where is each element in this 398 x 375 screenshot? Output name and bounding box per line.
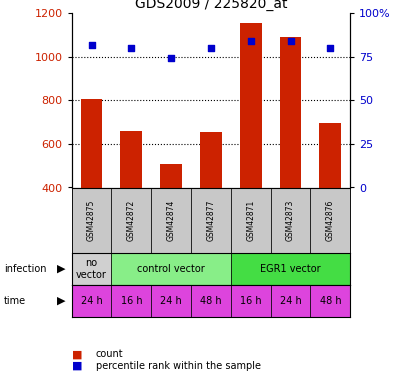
Text: GSM42873: GSM42873 xyxy=(286,200,295,241)
Text: count: count xyxy=(96,349,123,359)
Bar xyxy=(120,131,142,188)
Text: 24 h: 24 h xyxy=(280,296,301,306)
Text: no
vector: no vector xyxy=(76,258,107,280)
Text: percentile rank within the sample: percentile rank within the sample xyxy=(96,361,261,371)
Bar xyxy=(111,253,231,285)
Bar xyxy=(151,188,191,253)
Text: ▶: ▶ xyxy=(57,296,66,306)
Text: ■: ■ xyxy=(72,349,82,359)
Point xyxy=(287,38,294,44)
Bar xyxy=(160,164,182,188)
Text: 48 h: 48 h xyxy=(320,296,341,306)
Text: GSM42877: GSM42877 xyxy=(207,200,215,241)
Bar xyxy=(200,132,222,188)
Text: 24 h: 24 h xyxy=(160,296,182,306)
Bar xyxy=(240,23,261,188)
Bar xyxy=(80,99,103,188)
Text: GSM42871: GSM42871 xyxy=(246,200,255,241)
Point xyxy=(88,42,95,48)
Point xyxy=(208,45,214,51)
Text: 24 h: 24 h xyxy=(81,296,102,306)
Text: GSM42874: GSM42874 xyxy=(167,200,176,241)
Bar xyxy=(231,285,271,317)
Text: infection: infection xyxy=(4,264,47,274)
Bar xyxy=(231,188,271,253)
Bar xyxy=(72,188,111,253)
Bar xyxy=(111,285,151,317)
Point xyxy=(168,56,174,62)
Bar xyxy=(111,188,151,253)
Bar xyxy=(72,253,111,285)
Bar xyxy=(72,285,111,317)
Text: 16 h: 16 h xyxy=(121,296,142,306)
Bar xyxy=(310,188,350,253)
Bar xyxy=(310,285,350,317)
Point xyxy=(327,45,334,51)
Bar xyxy=(319,123,341,188)
Text: 48 h: 48 h xyxy=(200,296,222,306)
Text: GSM42875: GSM42875 xyxy=(87,200,96,241)
Bar xyxy=(271,188,310,253)
Bar xyxy=(151,285,191,317)
Text: ▶: ▶ xyxy=(57,264,66,274)
Point xyxy=(248,38,254,44)
Text: control vector: control vector xyxy=(137,264,205,274)
Text: ■: ■ xyxy=(72,361,82,371)
Bar xyxy=(231,253,350,285)
Text: 16 h: 16 h xyxy=(240,296,261,306)
Title: GDS2009 / 225820_at: GDS2009 / 225820_at xyxy=(135,0,287,11)
Bar xyxy=(279,37,301,188)
Bar xyxy=(191,285,231,317)
Text: time: time xyxy=(4,296,26,306)
Text: GSM42876: GSM42876 xyxy=(326,200,335,241)
Point xyxy=(128,45,135,51)
Text: GSM42872: GSM42872 xyxy=(127,200,136,241)
Bar xyxy=(191,188,231,253)
Bar xyxy=(271,285,310,317)
Text: EGR1 vector: EGR1 vector xyxy=(260,264,321,274)
